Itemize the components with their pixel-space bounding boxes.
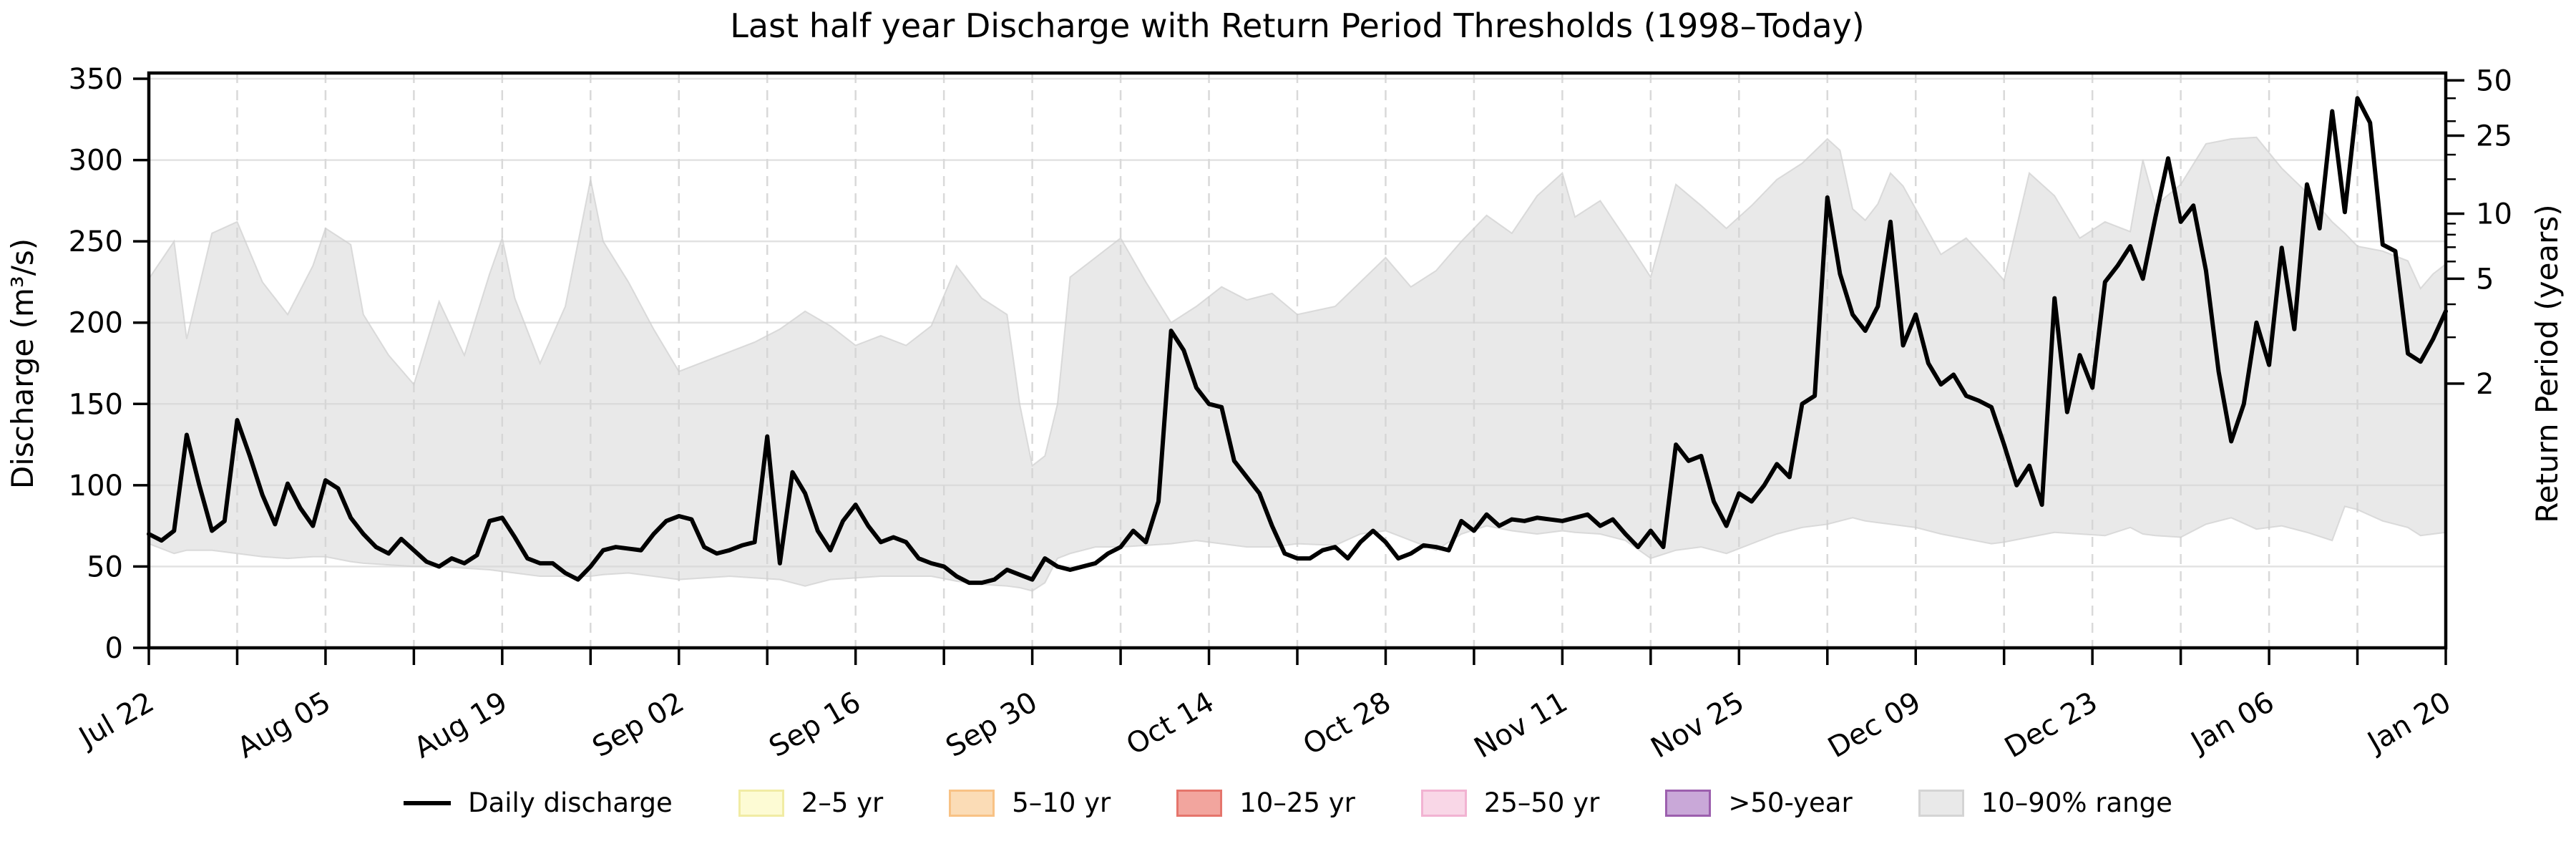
- legend-patch-swatch: [1420, 789, 1467, 817]
- x-axis-tick-labels: Jul 22 Aug 05 Aug 19 Sep 02 Sep 16 Sep 30 Oct …: [72, 686, 2457, 765]
- x-tick-label: Jan 06: [2184, 686, 2280, 760]
- y-tick-label-left: 0: [105, 632, 123, 665]
- legend-patch-swatch: [949, 789, 995, 817]
- y-axis-ticks-left: [133, 77, 149, 649]
- x-tick-label: Aug 19: [409, 686, 513, 765]
- x-tick-label: Oct 14: [1121, 686, 1220, 762]
- x-tick-label: Dec 23: [1999, 686, 2103, 765]
- legend-item: Daily discharge: [404, 787, 673, 818]
- y-tick-label-left: 250: [69, 225, 123, 258]
- legend-label: Daily discharge: [468, 787, 673, 818]
- legend-item: 5–10 yr: [949, 787, 1111, 818]
- return-period-tick-label: 25: [2476, 120, 2512, 153]
- legend-patch-swatch: [1665, 789, 1712, 817]
- legend-line-swatch: [404, 800, 452, 805]
- x-tick-label: Dec 09: [1823, 686, 1926, 765]
- legend-label: 25–50 yr: [1483, 787, 1600, 818]
- y-axis-ticks-right: [2446, 79, 2464, 385]
- legend-label: 5–10 yr: [1012, 787, 1111, 818]
- legend-patch-swatch: [738, 789, 784, 817]
- y-tick-label-left: 150: [69, 388, 123, 421]
- y-tick-label-left: 350: [69, 63, 123, 96]
- legend: Daily discharge 2–5 yr 5–10 yr 10–25 yr 25–5…: [0, 787, 2576, 818]
- return-period-tick-label: 10: [2476, 198, 2512, 231]
- legend-patch-swatch: [1918, 789, 1964, 817]
- legend-label: 2–5 yr: [801, 787, 884, 818]
- legend-item: 25–50 yr: [1420, 787, 1600, 818]
- x-tick-label: Oct 28: [1297, 686, 1396, 762]
- y-tick-label-left: 300: [69, 145, 123, 178]
- legend-item: >50-year: [1665, 787, 1853, 818]
- y-axis-label-right: Return Period (years): [2529, 204, 2565, 523]
- percentile-band-area: [148, 136, 2446, 592]
- y-axis-tick-labels-left: 0 50 100 150 200 250 300 350: [69, 63, 123, 665]
- y-tick-label-left: 100: [69, 470, 123, 503]
- x-tick-label: Jan 20: [2361, 686, 2457, 760]
- legend-item: 10–90% range: [1918, 787, 2172, 818]
- daily-discharge-line: [147, 96, 2448, 586]
- x-tick-label: Nov 25: [1646, 686, 1750, 765]
- legend-label: >50-year: [1728, 787, 1853, 818]
- chart-title: Last half year Discharge with Return Per…: [730, 6, 1864, 45]
- x-tick-label: Sep 02: [587, 686, 689, 764]
- x-tick-label: Sep 30: [940, 686, 1043, 764]
- x-axis-ticks: [147, 648, 2447, 665]
- legend-label: 10–25 yr: [1239, 787, 1355, 818]
- legend-item: 2–5 yr: [738, 787, 883, 818]
- return-period-tick-label: 2: [2476, 368, 2494, 401]
- legend-label: 10–90% range: [1981, 787, 2172, 818]
- x-tick-label: Sep 16: [763, 686, 866, 764]
- return-period-tick-label: 50: [2476, 64, 2512, 97]
- x-tick-label: Nov 11: [1469, 686, 1574, 765]
- x-tick-label: Jul 22: [72, 686, 160, 755]
- y-tick-label-left: 50: [87, 550, 123, 583]
- legend-patch-swatch: [1176, 789, 1223, 817]
- y-axis-label-left: Discharge (m³/s): [5, 238, 40, 489]
- y-tick-label-left: 200: [69, 307, 123, 340]
- legend-item: 10–25 yr: [1176, 787, 1355, 818]
- x-tick-label: Aug 05: [232, 686, 336, 765]
- return-period-tick-label: 5: [2476, 263, 2494, 296]
